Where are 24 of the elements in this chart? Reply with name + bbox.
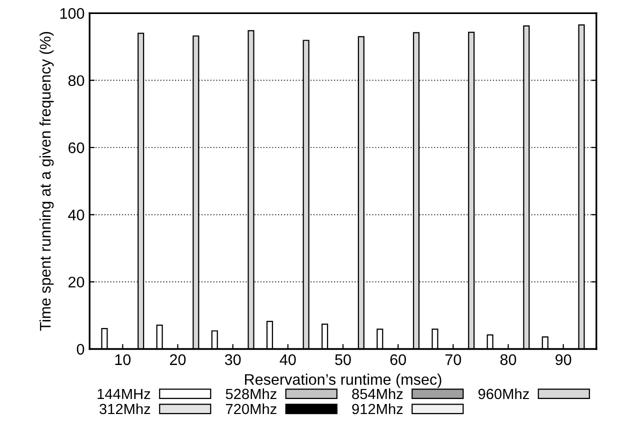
- x-tick-label: 80: [500, 354, 516, 366]
- y-tick-label: 60: [68, 142, 84, 154]
- x-tick-label: 90: [556, 354, 572, 366]
- y-tick-label: 80: [68, 75, 84, 86]
- y-tick-label: 100: [60, 8, 84, 19]
- y-tick-label: 0: [76, 344, 84, 355]
- legend-label: 854Mhz: [352, 388, 403, 400]
- y-axis-title: Time spent running at a given frequency (%): [39, 32, 54, 331]
- x-tick-label: 60: [390, 354, 406, 366]
- legend-label: 528Mhz: [226, 388, 276, 400]
- x-tick-label: 10: [115, 354, 131, 366]
- x-tick-label: 50: [335, 354, 351, 366]
- legend-label: 960Mhz: [478, 388, 529, 400]
- x-tick-label: 70: [445, 354, 462, 366]
- y-tick-label: 40: [68, 210, 84, 220]
- x-tick-label: 40: [280, 354, 296, 366]
- y-tick-label: 20: [68, 276, 84, 288]
- legend-label: 720Mhz: [226, 403, 276, 414]
- legend-label: 912Mhz: [352, 403, 403, 414]
- x-tick-label: 30: [224, 354, 241, 366]
- x-tick-label: 20: [170, 354, 186, 366]
- x-axis-title: Reservation’s runtime (msec): [245, 374, 442, 388]
- legend-label: 312Mhz: [100, 403, 150, 414]
- legend-label: 144MHz: [98, 388, 150, 399]
